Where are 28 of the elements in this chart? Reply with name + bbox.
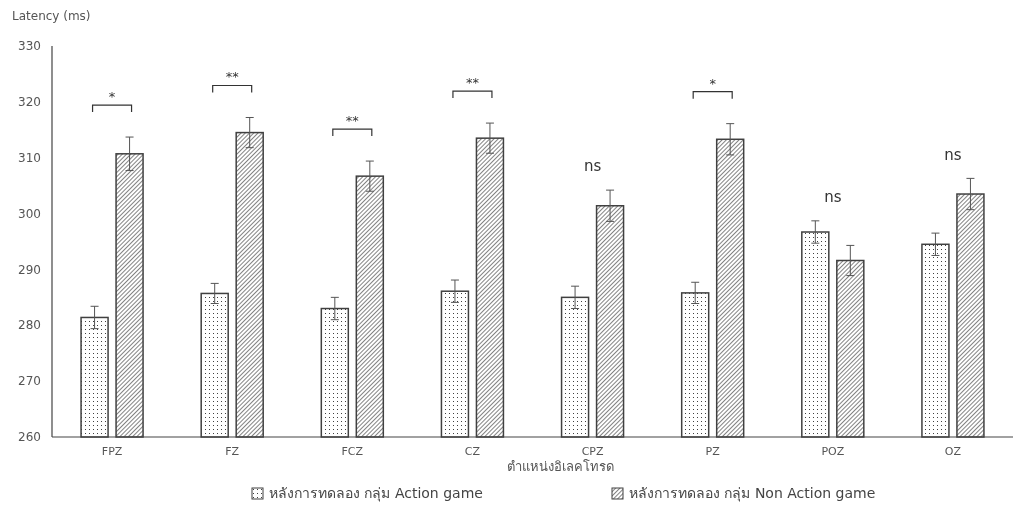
x-tick-label: POZ: [821, 445, 845, 458]
y-tick-label: 330: [18, 39, 41, 54]
x-axis-title: ตำแหน่งอิเลคโทรด: [507, 459, 614, 474]
annotation: ns: [824, 188, 842, 207]
x-tick-label: FPZ: [101, 445, 123, 458]
x-tick-label: PZ: [705, 445, 721, 458]
legend-label: หลังการทดลอง กลุ่ม Action game: [269, 485, 483, 502]
annotation: *: [108, 89, 116, 105]
annotation: *: [709, 75, 717, 91]
x-tick-label: OZ: [944, 445, 962, 458]
x-tick-label: FCZ: [341, 445, 364, 458]
y-tick-label: 320: [18, 95, 41, 110]
annotation: ns: [944, 145, 962, 164]
y-tick-label: 260: [18, 430, 41, 445]
annotation: **: [225, 69, 240, 85]
x-tick-label: CZ: [464, 445, 481, 458]
y-tick-label: 290: [18, 262, 41, 277]
y-axis-title: Latency (ms): [12, 9, 91, 23]
y-tick-label: 270: [18, 374, 41, 389]
x-tick-label: CPZ: [581, 445, 604, 458]
y-tick-label: 280: [18, 318, 41, 333]
x-tick-label: FZ: [225, 445, 240, 458]
y-tick-label: 310: [18, 150, 41, 165]
annotation: **: [345, 113, 360, 129]
annotation: **: [465, 75, 480, 91]
annotation: ns: [583, 157, 602, 176]
legend-label: หลังการทดลอง กลุ่ม Non Action game: [629, 485, 876, 502]
y-tick-label: 300: [18, 206, 41, 221]
